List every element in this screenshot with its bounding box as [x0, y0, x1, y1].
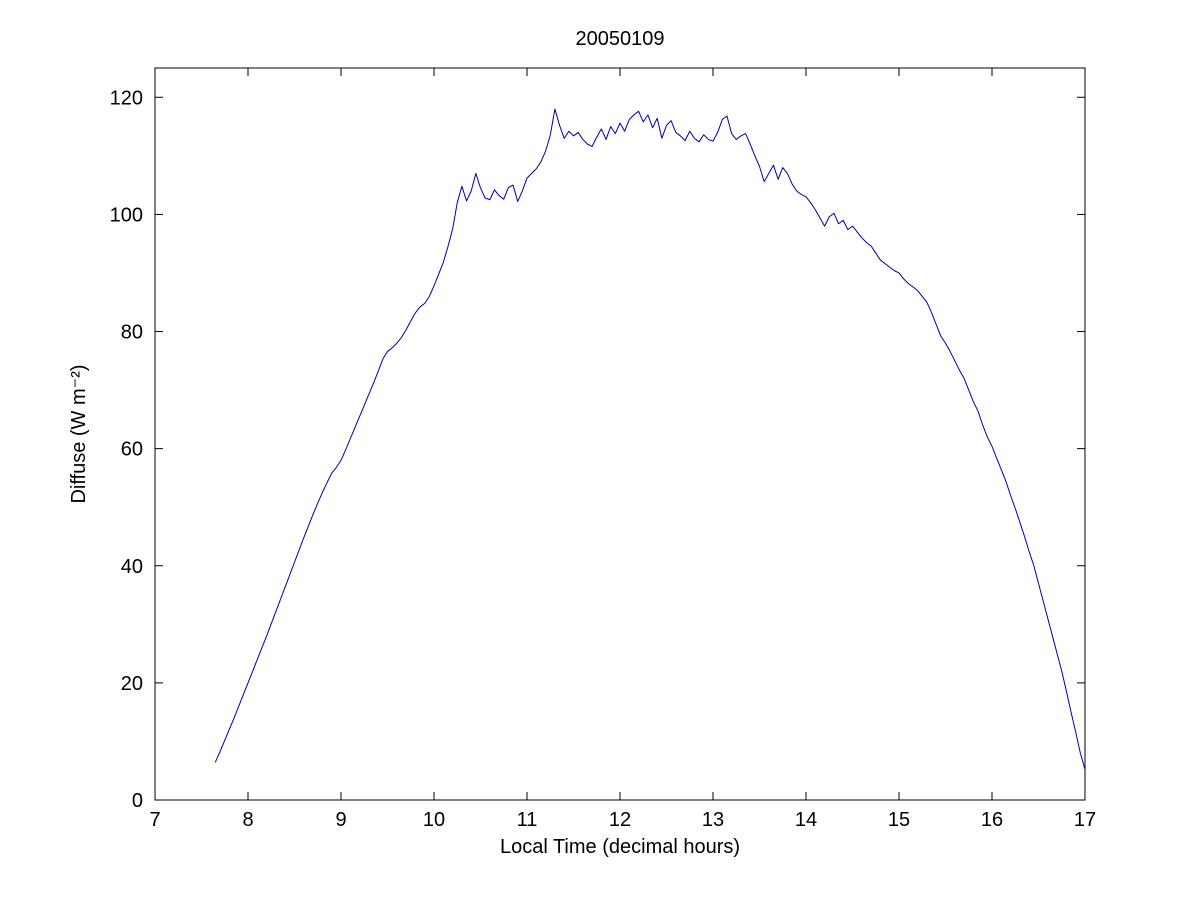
y-axis-label: Diffuse (W m⁻²): [68, 364, 90, 503]
diffuse-series-line: [214, 108, 1086, 771]
y-tick-label: 120: [110, 87, 143, 109]
axes-box: [154, 67, 1086, 801]
y-tick-label: 40: [121, 556, 143, 578]
y-tick-label: 100: [110, 204, 143, 226]
chart-title: 20050109: [576, 28, 665, 50]
y-tick-label: 0: [132, 790, 143, 812]
x-tick-label: 16: [981, 809, 1003, 831]
x-axis-label: Local Time (decimal hours): [500, 836, 740, 858]
x-tick-label: 12: [609, 809, 631, 831]
x-tick-label: 14: [795, 809, 817, 831]
x-tick-label: 11: [517, 809, 538, 831]
x-tick-label: 7: [149, 809, 160, 831]
x-tick-label: 9: [335, 809, 346, 831]
x-tick-label: 15: [888, 809, 910, 831]
y-tick-label: 20: [121, 673, 143, 695]
x-tick-label: 10: [423, 809, 445, 831]
plot-area: 7 8 9 10 11 12 13 14 15 16 17 0 20 40 60 80 100 120: [110, 67, 1096, 831]
x-tick-label: 8: [242, 809, 253, 831]
x-tick-label: 13: [702, 809, 724, 831]
y-tick-label: 80: [121, 322, 143, 344]
x-tick-label: 17: [1074, 809, 1096, 831]
y-tick-label: 60: [121, 439, 143, 461]
